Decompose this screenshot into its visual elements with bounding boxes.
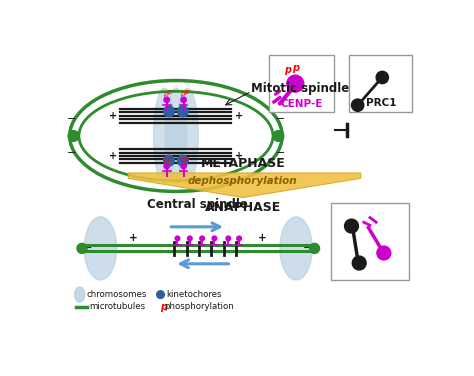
Text: p: p	[167, 156, 172, 162]
Ellipse shape	[165, 88, 187, 184]
Text: p: p	[184, 156, 189, 162]
Text: p: p	[284, 65, 292, 75]
Text: +: +	[129, 233, 138, 243]
Circle shape	[352, 256, 366, 270]
Text: +: +	[258, 233, 266, 243]
Circle shape	[164, 97, 169, 103]
Circle shape	[164, 155, 174, 166]
Circle shape	[77, 243, 87, 253]
Text: p: p	[180, 91, 184, 97]
Text: +: +	[235, 111, 243, 121]
Text: +: +	[109, 151, 117, 161]
Text: p: p	[180, 157, 184, 163]
Circle shape	[164, 106, 174, 117]
Text: −: −	[276, 148, 285, 158]
Circle shape	[188, 236, 192, 241]
Text: −: −	[82, 242, 92, 255]
Circle shape	[181, 97, 186, 103]
Circle shape	[352, 99, 364, 111]
Text: phosphorylation: phosphorylation	[164, 302, 234, 311]
Text: PRC1: PRC1	[365, 98, 396, 108]
Circle shape	[237, 236, 241, 241]
Text: p: p	[167, 89, 172, 96]
Text: −: −	[66, 114, 76, 124]
Text: p: p	[292, 63, 299, 73]
Circle shape	[273, 130, 284, 141]
Ellipse shape	[84, 217, 117, 280]
Ellipse shape	[280, 217, 312, 280]
Text: METAPHASE: METAPHASE	[201, 157, 285, 170]
Circle shape	[377, 246, 391, 260]
Text: p: p	[163, 157, 167, 163]
Text: Central spindle: Central spindle	[147, 199, 248, 211]
FancyBboxPatch shape	[331, 203, 409, 280]
Text: dephosphorylation: dephosphorylation	[188, 176, 298, 186]
Text: −: −	[66, 148, 76, 158]
Text: p: p	[160, 302, 167, 312]
Ellipse shape	[75, 287, 85, 302]
Circle shape	[177, 106, 188, 117]
Ellipse shape	[154, 88, 175, 184]
Ellipse shape	[177, 88, 198, 184]
Circle shape	[345, 219, 358, 233]
Circle shape	[177, 155, 188, 166]
Circle shape	[287, 75, 304, 92]
Circle shape	[157, 291, 164, 299]
Text: p: p	[163, 91, 167, 97]
Text: CENP-E: CENP-E	[280, 99, 323, 109]
Circle shape	[200, 236, 204, 241]
FancyBboxPatch shape	[269, 55, 334, 112]
Circle shape	[181, 163, 186, 169]
Text: microtubules: microtubules	[90, 302, 146, 311]
Text: Mitotic spindle: Mitotic spindle	[251, 82, 350, 95]
Text: −: −	[303, 242, 314, 255]
Text: kinetochores: kinetochores	[167, 290, 222, 299]
Circle shape	[310, 243, 319, 253]
Text: −: −	[276, 114, 285, 124]
Circle shape	[68, 130, 79, 141]
Text: ANAPHASE: ANAPHASE	[205, 201, 281, 214]
Circle shape	[175, 236, 180, 241]
Circle shape	[376, 71, 389, 83]
Text: +: +	[109, 111, 117, 121]
Text: chromosomes: chromosomes	[87, 290, 147, 299]
Circle shape	[226, 236, 231, 241]
Polygon shape	[128, 173, 361, 197]
Circle shape	[164, 163, 169, 169]
Text: p: p	[184, 89, 189, 96]
FancyBboxPatch shape	[349, 55, 412, 112]
Text: +: +	[235, 151, 243, 161]
Circle shape	[212, 236, 217, 241]
